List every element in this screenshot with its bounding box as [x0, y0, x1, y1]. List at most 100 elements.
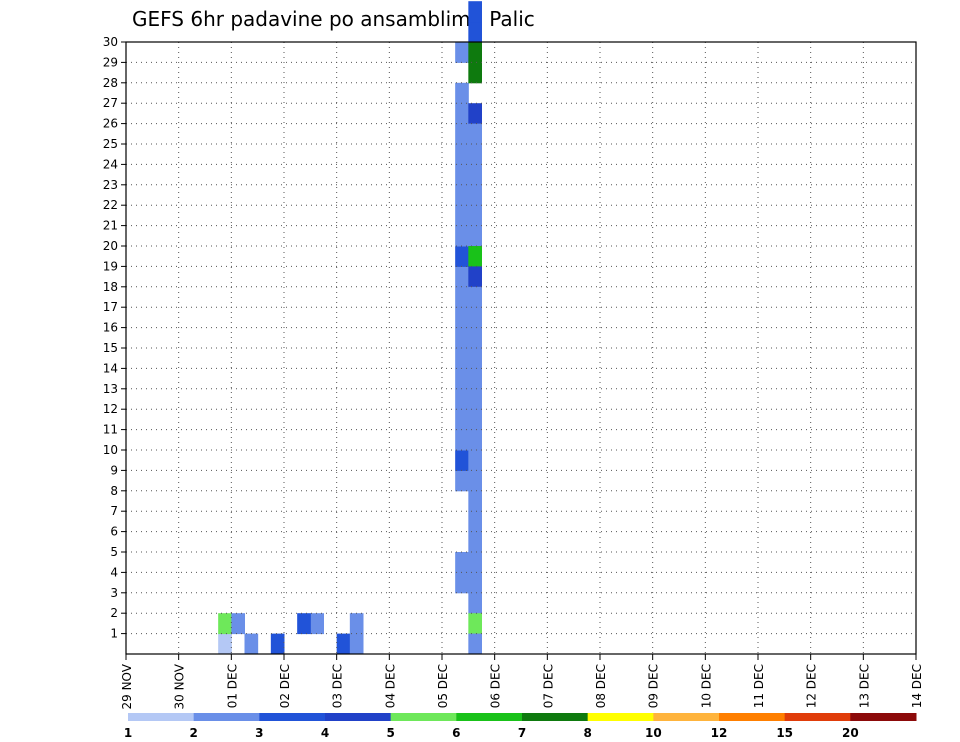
heatmap-cell: [468, 266, 482, 288]
x-tick-label: 09 DEC: [647, 664, 661, 708]
heatmap-cell: [468, 123, 482, 145]
heatmap-cell: [468, 348, 482, 369]
colorbar-swatch: [259, 713, 326, 721]
colorbar-swatch: [522, 713, 589, 721]
colorbar-swatch: [456, 713, 523, 721]
y-tick-label: 21: [103, 219, 118, 233]
y-tick-label: 25: [103, 137, 118, 151]
heatmap-cell: [468, 184, 482, 206]
colorbar-level-label: 15: [776, 726, 793, 740]
heatmap-cell: [455, 266, 469, 288]
x-tick-label: 30 NOV: [173, 663, 187, 709]
y-tick-label: 28: [103, 76, 118, 90]
y-tick-label: 27: [103, 96, 118, 110]
y-tick-label: 18: [103, 280, 118, 294]
colorbar-level-label: 2: [189, 726, 197, 740]
heatmap-cell: [455, 123, 469, 145]
x-tick-label: 02 DEC: [278, 664, 292, 708]
y-tick-label: 26: [103, 117, 118, 131]
y-tick-label: 13: [103, 382, 118, 396]
heatmap-cell: [468, 164, 482, 186]
heatmap-cell: [455, 184, 469, 206]
y-tick-label: 1: [110, 627, 118, 641]
heatmap-cell: [468, 103, 482, 125]
heatmap-cell: [468, 42, 482, 63]
heatmap-cell: [455, 82, 469, 104]
y-tick-label: 12: [103, 402, 118, 416]
heatmap-cell: [231, 613, 245, 635]
y-tick-label: 19: [103, 259, 118, 273]
heatmap-cell: [349, 633, 364, 655]
heatmap-cell: [218, 613, 232, 635]
heatmap-cell: [468, 286, 482, 308]
x-tick-label: 29 NOV: [120, 663, 134, 709]
y-tick-label: 14: [103, 361, 118, 375]
heatmap-cell: [455, 246, 469, 267]
heatmap-cell: [244, 633, 259, 655]
x-tick-label: 01 DEC: [225, 664, 239, 708]
heatmap-cell: [455, 409, 469, 431]
heatmap-cell: [455, 450, 469, 471]
heatmap-cell: [468, 21, 482, 43]
y-tick-label: 16: [103, 321, 118, 335]
heatmap-cell: [270, 633, 285, 655]
y-tick-label: 10: [103, 443, 118, 457]
colorbar-level-label: 3: [255, 726, 263, 740]
colorbar-level-label: 20: [842, 726, 859, 740]
heatmap-cell: [468, 368, 482, 390]
x-tick-label: 03 DEC: [331, 664, 345, 708]
heatmap-cell: [468, 307, 482, 329]
chart-title: GEFS 6hr padavine po ansamblima Palic: [132, 7, 535, 31]
colorbar-level-label: 1: [124, 726, 132, 740]
heatmap-cell: [455, 144, 469, 165]
heatmap-cell: [455, 42, 469, 63]
y-tick-label: 7: [110, 504, 118, 518]
y-tick-label: 11: [103, 423, 118, 437]
x-tick-label: 08 DEC: [594, 664, 608, 708]
colorbar-swatch: [390, 713, 457, 721]
x-tick-label: 13 DEC: [857, 664, 871, 708]
y-tick-label: 8: [110, 484, 118, 498]
x-tick-label: 14 DEC: [910, 664, 924, 708]
x-tick-label: 04 DEC: [383, 664, 397, 708]
y-tick-label: 22: [103, 198, 118, 212]
heatmap-cell: [468, 246, 482, 267]
heatmap-cell: [468, 225, 482, 247]
y-tick-label: 5: [110, 545, 118, 559]
heatmap-cell: [455, 286, 469, 308]
heatmap-cell: [468, 144, 482, 165]
colorbar-swatch: [193, 713, 260, 721]
heatmap-cell: [455, 348, 469, 369]
y-tick-label: 6: [110, 525, 118, 539]
colorbar-swatch: [719, 713, 786, 721]
colorbar-level-label: 5: [386, 726, 394, 740]
colorbar-swatch: [587, 713, 654, 721]
colorbar-level-label: 7: [518, 726, 526, 740]
y-tick-label: 2: [110, 606, 118, 620]
heatmap-cell: [468, 1, 482, 23]
heatmap-cell: [455, 552, 469, 573]
heatmap-cell: [468, 470, 482, 492]
heatmap-cell: [468, 572, 482, 594]
y-tick-label: 30: [103, 35, 118, 49]
y-tick-label: 24: [103, 157, 118, 171]
colorbar-swatch: [325, 713, 392, 721]
colorbar-level-label: 6: [452, 726, 460, 740]
heatmap-cell: [455, 164, 469, 186]
heatmap-cell: [468, 552, 482, 573]
heatmap-cell: [468, 613, 482, 635]
heatmap-cell: [468, 592, 482, 614]
heatmap-cell: [455, 388, 469, 410]
colorbar-level-label: 8: [583, 726, 591, 740]
heatmap-cell: [455, 470, 469, 492]
grid-lines: [126, 42, 916, 654]
colorbar-legend: 1 2 3 4 5 6 7 8 10 12 15 20: [124, 713, 917, 740]
x-tick-label: 11 DEC: [752, 664, 766, 708]
y-tick-label: 4: [110, 565, 118, 579]
heatmap-cell: [455, 429, 469, 451]
colorbar-swatch: [784, 713, 851, 721]
x-axis-ticks: 29 NOV 30 NOV 01 DEC 02 DEC 03 DEC 04 DEC 05 D…: [120, 654, 924, 710]
heatmap-cell: [455, 327, 469, 349]
heatmap-cell: [455, 225, 469, 247]
y-axis-ticks: 1234567891011121314151617181920212223242…: [103, 35, 126, 641]
